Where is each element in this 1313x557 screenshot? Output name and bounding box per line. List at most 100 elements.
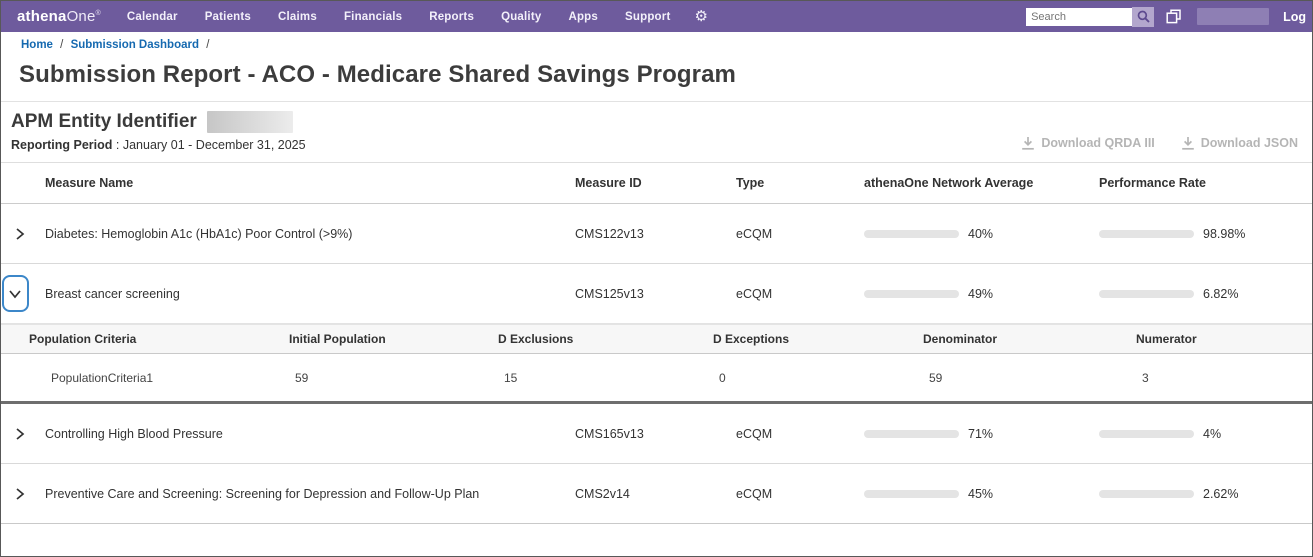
performance-rate-value: 4% bbox=[1203, 426, 1222, 441]
measure-row-depression-screening[interactable]: Preventive Care and Screening: Screening… bbox=[1, 464, 1312, 524]
expand-row-button[interactable] bbox=[9, 483, 30, 505]
measure-id: CMS165v13 bbox=[575, 426, 644, 441]
measure-name: Preventive Care and Screening: Screening… bbox=[45, 486, 480, 501]
measure-id: CMS122v13 bbox=[575, 226, 644, 241]
breadcrumb: Home / Submission Dashboard / bbox=[1, 32, 1312, 51]
nav-item-patients[interactable]: Patients bbox=[204, 10, 252, 23]
nav-item-apps[interactable]: Apps bbox=[568, 10, 599, 23]
measure-type: eCQM bbox=[736, 226, 773, 241]
progress-track bbox=[864, 489, 959, 498]
measure-row-diabetes-a1c[interactable]: Diabetes: Hemoglobin A1c (HbA1c) Poor Co… bbox=[1, 204, 1312, 264]
expand-row-button[interactable] bbox=[9, 423, 30, 445]
denominator-value: 59 bbox=[929, 370, 943, 385]
measure-row-controlling-high-blood-pressure[interactable]: Controlling High Blood Pressure CMS165v1… bbox=[1, 404, 1312, 464]
download-icon bbox=[1022, 137, 1035, 150]
col-header-d-exceptions: D Exceptions bbox=[713, 332, 790, 346]
progress-track bbox=[1099, 289, 1194, 298]
measure-id: CMS2v14 bbox=[575, 486, 630, 501]
progress-track bbox=[1099, 229, 1194, 238]
download-json-button[interactable]: Download JSON bbox=[1181, 136, 1298, 150]
performance-rate-value: 2.62% bbox=[1203, 486, 1239, 501]
measure-row-breast-cancer-screening[interactable]: Breast cancer screening CMS125v13 eCQM 4… bbox=[1, 264, 1312, 324]
search-button[interactable] bbox=[1132, 6, 1155, 27]
reporting-period-label: Reporting Period bbox=[11, 138, 113, 152]
d-exclusions-value: 15 bbox=[504, 370, 518, 385]
search-input[interactable] bbox=[1026, 7, 1133, 26]
nav-item-reports[interactable]: Reports bbox=[429, 10, 475, 23]
redacted-apm-entity-id bbox=[206, 111, 293, 133]
navbar-right: Log bbox=[1026, 6, 1306, 27]
network-average-meter: 71% bbox=[856, 427, 1091, 441]
nav-menu: Calendar Patients Claims Financials Repo… bbox=[127, 11, 671, 23]
windows-icon[interactable] bbox=[1166, 9, 1181, 24]
report-meta: APM Entity Identifier Reporting Period :… bbox=[1, 102, 1312, 162]
network-average-value: 71% bbox=[968, 426, 994, 441]
chevron-down-icon bbox=[9, 290, 21, 299]
gear-icon[interactable]: ⚙ bbox=[694, 8, 708, 25]
population-criteria-value: PopulationCriteria1 bbox=[51, 370, 154, 385]
progress-track bbox=[864, 229, 959, 238]
redacted-username bbox=[1197, 8, 1270, 25]
col-header-d-exclusions: D Exclusions bbox=[498, 332, 574, 346]
search-icon bbox=[1137, 10, 1150, 23]
network-average-meter: 49% bbox=[856, 287, 1091, 301]
detail-table-header: Population Criteria Initial Population D… bbox=[1, 324, 1312, 354]
expand-row-button[interactable] bbox=[9, 223, 30, 245]
performance-rate-meter: 4% bbox=[1091, 427, 1312, 441]
performance-rate-value: 6.82% bbox=[1203, 286, 1239, 301]
nav-item-calendar[interactable]: Calendar bbox=[126, 10, 178, 23]
col-header-initial-population: Initial Population bbox=[289, 332, 386, 346]
brand-light: One bbox=[66, 8, 96, 25]
network-average-meter: 40% bbox=[856, 227, 1091, 241]
col-header-type: Type bbox=[736, 176, 765, 190]
measure-name: Diabetes: Hemoglobin A1c (HbA1c) Poor Co… bbox=[45, 226, 353, 241]
network-average-value: 40% bbox=[968, 226, 994, 241]
athenaone-logo[interactable]: athenaOne® bbox=[17, 8, 101, 25]
title-divider bbox=[1, 101, 1312, 102]
breadcrumb-home[interactable]: Home bbox=[21, 39, 53, 51]
col-header-numerator: Numerator bbox=[1136, 332, 1197, 346]
measure-name: Breast cancer screening bbox=[45, 286, 180, 301]
detail-section-end-divider bbox=[1, 401, 1312, 404]
numerator-value: 3 bbox=[1142, 370, 1149, 385]
brand-bold: athena bbox=[17, 8, 67, 25]
performance-rate-meter: 98.98% bbox=[1091, 227, 1312, 241]
download-icon bbox=[1181, 137, 1194, 150]
download-json-label: Download JSON bbox=[1200, 136, 1298, 150]
d-exceptions-value: 0 bbox=[719, 370, 726, 385]
nav-item-claims[interactable]: Claims bbox=[278, 10, 317, 23]
breadcrumb-submission-dashboard[interactable]: Submission Dashboard bbox=[70, 39, 199, 51]
col-header-denominator: Denominator bbox=[923, 332, 998, 346]
measure-type: eCQM bbox=[736, 426, 773, 441]
brand-reg-mark: ® bbox=[95, 10, 101, 17]
performance-rate-value: 98.98% bbox=[1203, 226, 1246, 241]
col-header-network-average: athenaOne Network Average bbox=[864, 176, 1034, 190]
download-qrda-button[interactable]: Download QRDA III bbox=[1021, 136, 1155, 150]
page-title: Submission Report - ACO - Medicare Share… bbox=[19, 61, 736, 88]
nav-item-support[interactable]: Support bbox=[625, 10, 671, 23]
progress-track bbox=[1099, 429, 1194, 438]
col-header-measure-name: Measure Name bbox=[45, 176, 134, 190]
nav-item-quality[interactable]: Quality bbox=[501, 10, 542, 23]
download-qrda-label: Download QRDA III bbox=[1041, 136, 1155, 150]
search-box bbox=[1026, 6, 1155, 27]
network-average-value: 45% bbox=[968, 486, 994, 501]
col-header-measure-id: Measure ID bbox=[575, 176, 642, 190]
col-header-performance-rate: Performance Rate bbox=[1099, 176, 1206, 190]
performance-rate-meter: 6.82% bbox=[1091, 287, 1312, 301]
measure-name: Controlling High Blood Pressure bbox=[45, 426, 223, 441]
report-meta-left: APM Entity Identifier Reporting Period :… bbox=[11, 111, 306, 152]
measures-table-header: Measure Name Measure ID Type athenaOne N… bbox=[1, 162, 1312, 204]
performance-rate-meter: 2.62% bbox=[1091, 487, 1312, 501]
progress-track bbox=[1099, 489, 1194, 498]
collapse-row-button[interactable] bbox=[1, 275, 29, 312]
measure-type: eCQM bbox=[736, 486, 773, 501]
reporting-period: Reporting Period : January 01 - December… bbox=[11, 138, 306, 152]
reporting-period-value: : January 01 - December 31, 2025 bbox=[115, 138, 306, 152]
network-average-meter: 45% bbox=[856, 487, 1091, 501]
logout-link[interactable]: Log bbox=[1283, 9, 1306, 24]
nav-item-financials[interactable]: Financials bbox=[343, 10, 403, 23]
detail-table-row: PopulationCriteria1 59 15 0 59 3 bbox=[1, 354, 1312, 401]
col-header-population-criteria: Population Criteria bbox=[29, 332, 137, 346]
